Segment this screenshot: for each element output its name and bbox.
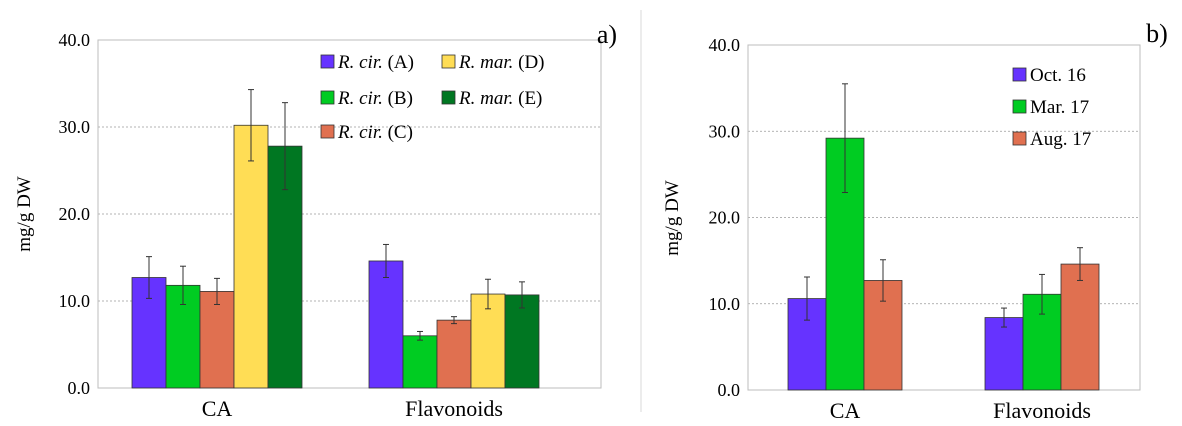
chart-panel-b: 0.0 10.0 20.0 30.0 40.0 CA Flavonoids mg/g DW b)… bbox=[662, 19, 1168, 423]
legend: R. cir. (A) R. mar. (D) R. cir. (B) R. mar.… bbox=[320, 52, 545, 143]
legend-entry-label: Oct. 16 bbox=[1030, 65, 1086, 86]
legend-entry-label: R. mar. (D) bbox=[458, 52, 545, 73]
bar bbox=[233, 124, 269, 389]
y-axis-label: mg/g DW bbox=[662, 180, 683, 256]
panel-label: b) bbox=[1146, 19, 1168, 48]
y-tick-label: 30.0 bbox=[709, 121, 741, 141]
y-tick-label: 40.0 bbox=[59, 30, 91, 50]
bar bbox=[436, 319, 472, 389]
bar bbox=[470, 293, 506, 389]
legend-swatch bbox=[441, 90, 456, 105]
legend-entry-label: R. cir. (A) bbox=[337, 52, 414, 73]
plot-area-frame bbox=[747, 44, 1141, 391]
y-axis-label: mg/g DW bbox=[14, 176, 35, 252]
chart-panel-a: 0.0 10.0 20.0 30.0 40.0 CA Flavonoids mg/g DW a)… bbox=[14, 20, 617, 421]
bar bbox=[984, 317, 1024, 391]
x-category-label: CA bbox=[202, 396, 233, 421]
bar bbox=[402, 335, 438, 389]
legend-swatch bbox=[1012, 67, 1027, 82]
x-category-label: CA bbox=[830, 398, 861, 421]
legend-swatch bbox=[320, 90, 335, 105]
legend-entry-label: R. cir. (C) bbox=[337, 122, 413, 143]
bar bbox=[368, 260, 404, 389]
legend: Oct. 16 Mar. 17 Aug. 17 bbox=[1012, 65, 1091, 150]
y-tick-label: 20.0 bbox=[709, 208, 741, 228]
y-tick-label: 20.0 bbox=[59, 204, 91, 224]
legend-entry-label: R. cir. (B) bbox=[337, 88, 413, 109]
bar bbox=[199, 291, 235, 389]
y-tick-label: 0.0 bbox=[68, 378, 91, 398]
bar bbox=[504, 294, 540, 389]
legend-entry-label: Mar. 17 bbox=[1030, 97, 1089, 118]
legend-swatch bbox=[320, 124, 335, 139]
legend-entry-label: Aug. 17 bbox=[1030, 129, 1091, 150]
y-tick-label: 40.0 bbox=[709, 35, 741, 55]
y-tick-label: 10.0 bbox=[59, 291, 91, 311]
bar bbox=[825, 137, 865, 391]
y-tick-label: 10.0 bbox=[709, 294, 741, 314]
legend-swatch bbox=[1012, 131, 1027, 146]
legend-swatch bbox=[441, 54, 456, 69]
y-tick-label: 0.0 bbox=[718, 380, 741, 400]
x-category-label: Flavonoids bbox=[993, 398, 1091, 421]
legend-swatch bbox=[320, 54, 335, 69]
legend-swatch bbox=[1012, 99, 1027, 114]
bar bbox=[1060, 263, 1100, 391]
x-category-label: Flavonoids bbox=[405, 396, 503, 421]
legend-entry-label: R. mar. (E) bbox=[458, 88, 542, 109]
y-tick-label: 30.0 bbox=[59, 117, 91, 137]
plot-area-frame bbox=[97, 39, 602, 389]
panel-label: a) bbox=[597, 20, 617, 49]
